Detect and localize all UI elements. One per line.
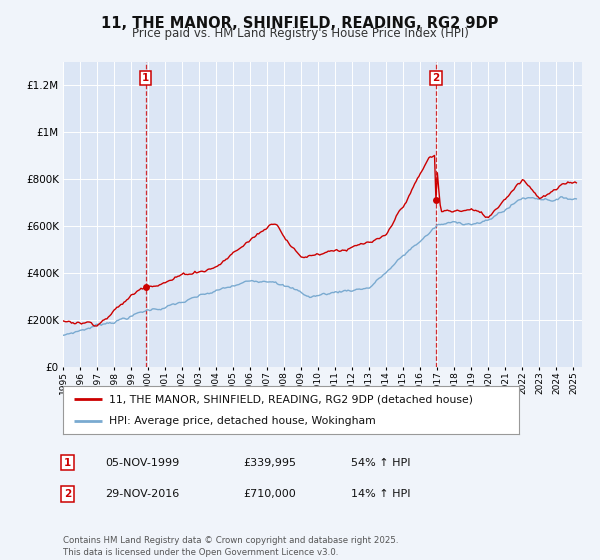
Text: 14% ↑ HPI: 14% ↑ HPI [351,489,410,499]
Text: HPI: Average price, detached house, Wokingham: HPI: Average price, detached house, Woki… [109,416,376,426]
Text: 11, THE MANOR, SHINFIELD, READING, RG2 9DP: 11, THE MANOR, SHINFIELD, READING, RG2 9… [101,16,499,31]
Text: 1: 1 [64,458,71,468]
Text: Contains HM Land Registry data © Crown copyright and database right 2025.
This d: Contains HM Land Registry data © Crown c… [63,536,398,557]
Text: 29-NOV-2016: 29-NOV-2016 [105,489,179,499]
Text: 54% ↑ HPI: 54% ↑ HPI [351,458,410,468]
Text: 05-NOV-1999: 05-NOV-1999 [105,458,179,468]
Text: 2: 2 [64,489,71,499]
Text: £710,000: £710,000 [243,489,296,499]
Text: £339,995: £339,995 [243,458,296,468]
Text: 2: 2 [432,73,439,83]
Text: 11, THE MANOR, SHINFIELD, READING, RG2 9DP (detached house): 11, THE MANOR, SHINFIELD, READING, RG2 9… [109,394,473,404]
Text: Price paid vs. HM Land Registry's House Price Index (HPI): Price paid vs. HM Land Registry's House … [131,27,469,40]
Text: 1: 1 [142,73,149,83]
